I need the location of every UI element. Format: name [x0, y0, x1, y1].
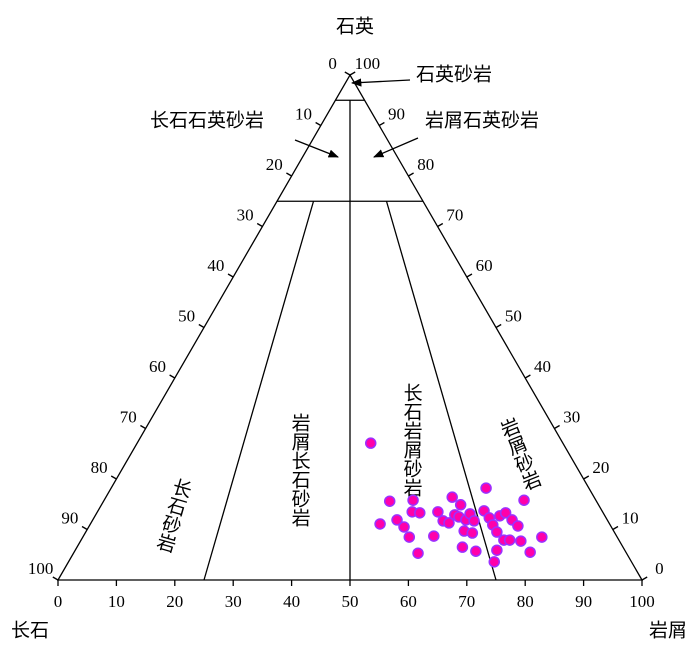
tick-label: 20: [166, 592, 183, 611]
arrow: [350, 78, 411, 87]
arrow: [373, 137, 419, 158]
tick-label: 10: [622, 508, 639, 527]
tick-mark: [52, 576, 59, 581]
tick-mark: [408, 172, 414, 177]
tick-label: 70: [120, 407, 137, 426]
data-point: [364, 437, 377, 449]
tick-label: 80: [517, 592, 534, 611]
tick-label: 20: [266, 155, 283, 174]
tick-label: 30: [237, 205, 254, 224]
tick-mark: [524, 374, 531, 379]
tick-mark: [641, 576, 648, 581]
data-point: [374, 518, 386, 530]
tick-mark: [198, 323, 205, 329]
tick-label: 40: [207, 256, 224, 275]
tick-label: 50: [342, 592, 359, 611]
data-point: [454, 499, 467, 511]
tick-label: 60: [400, 592, 417, 611]
data-point: [412, 547, 424, 559]
data-point: [383, 495, 396, 507]
tick-label: 70: [446, 205, 463, 224]
data-point: [446, 491, 458, 503]
region-label: 岩屑砂岩: [495, 415, 544, 494]
tick-mark: [140, 424, 146, 430]
data-point: [456, 541, 469, 553]
tick-label: 80: [417, 155, 434, 174]
region-label: 岩屑石英砂岩: [425, 109, 539, 131]
tick-label: 0: [54, 592, 63, 611]
tick-label: 90: [61, 508, 78, 527]
data-point: [488, 556, 500, 568]
data-point: [432, 506, 444, 518]
tick-label: 60: [149, 357, 166, 376]
data-point: [518, 494, 530, 506]
tick-label: 0: [655, 559, 664, 578]
region-label: 岩屑长石砂岩: [289, 413, 311, 527]
data-point: [398, 521, 410, 533]
region-label: 石英砂岩: [416, 63, 492, 85]
arrow: [294, 139, 339, 158]
tick-label: 0: [328, 54, 337, 73]
tick-label: 50: [178, 306, 195, 325]
data-point: [491, 526, 503, 538]
tick-label: 40: [534, 357, 551, 376]
tick-mark: [583, 475, 590, 480]
data-point: [466, 527, 479, 539]
tick-mark: [286, 172, 292, 177]
tick-mark: [344, 71, 351, 76]
data-point: [470, 545, 482, 557]
region-label: 长石砂岩: [152, 475, 194, 554]
tick-mark: [466, 273, 473, 278]
data-point: [515, 535, 527, 547]
data-point: [403, 531, 416, 543]
region-label: 长石岩屑砂岩: [401, 383, 423, 497]
tick-mark: [437, 222, 444, 228]
tick-mark: [256, 222, 263, 228]
tick-mark: [612, 525, 619, 531]
data-point: [468, 515, 480, 527]
data-point: [428, 530, 440, 542]
data-point: [499, 507, 512, 519]
tick-label: 30: [225, 592, 242, 611]
tick-label: 50: [505, 306, 522, 325]
tick-label: 70: [458, 592, 475, 611]
tick-mark: [378, 121, 385, 127]
tick-mark: [227, 273, 234, 278]
tick-label: 90: [388, 104, 405, 123]
tick-label: 10: [295, 104, 312, 123]
tick-label: 90: [575, 592, 592, 611]
data-point: [524, 546, 536, 558]
tick-label: 30: [563, 407, 580, 426]
tick-mark: [169, 374, 176, 379]
tick-label: 20: [592, 458, 609, 477]
boundary-line: [203, 201, 315, 581]
data-point: [391, 514, 403, 526]
tick-mark: [81, 525, 88, 531]
left-label: 长石: [11, 619, 49, 641]
data-point: [407, 494, 419, 506]
data-point: [503, 534, 516, 546]
data-point: [536, 531, 548, 543]
data-point: [491, 544, 503, 556]
tick-label: 100: [355, 54, 381, 73]
data-point: [480, 482, 492, 494]
apex-label: 石英: [336, 15, 374, 37]
data-point: [414, 507, 426, 519]
tick-mark: [554, 424, 560, 430]
tick-label: 10: [108, 592, 125, 611]
data-point: [443, 517, 455, 529]
tick-mark: [315, 121, 322, 127]
tick-mark: [495, 323, 502, 329]
tick-label: 60: [476, 256, 493, 275]
data-point: [512, 520, 524, 532]
tick-label: 100: [28, 559, 54, 578]
region-label: 长石石英砂岩: [150, 109, 264, 131]
right-label: 岩屑: [649, 619, 687, 641]
tick-mark: [110, 475, 117, 480]
tick-label: 40: [283, 592, 300, 611]
tick-mark: [349, 71, 356, 76]
tick-label: 80: [91, 458, 108, 477]
tick-label: 100: [629, 592, 655, 611]
